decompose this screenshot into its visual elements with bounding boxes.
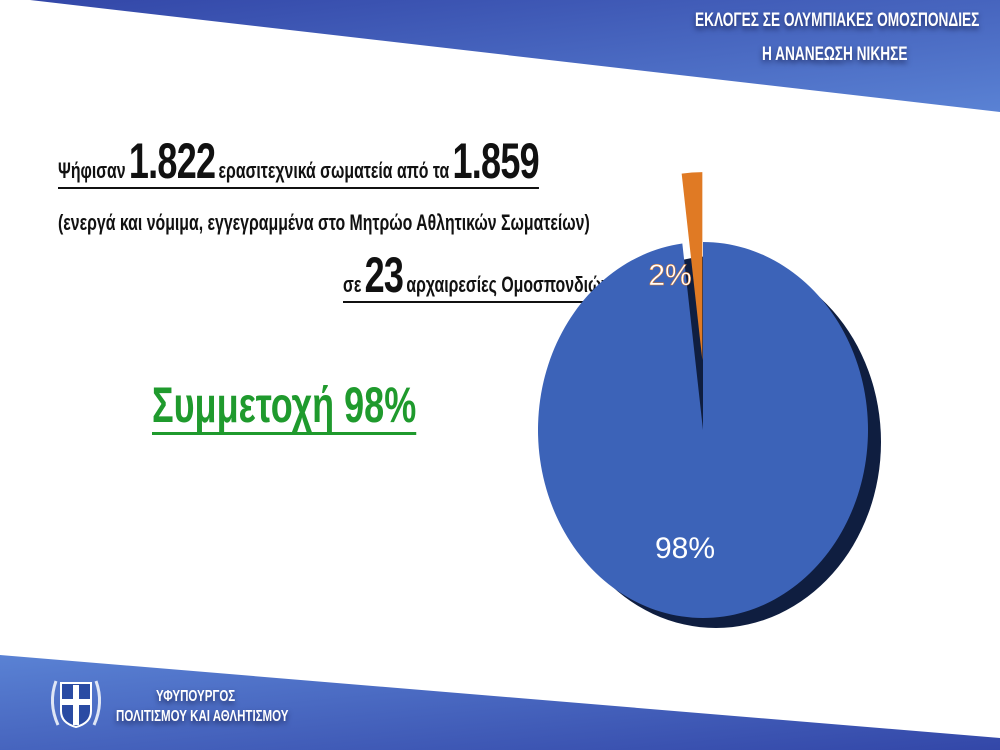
header-line-1: ΕΚΛΟΓΕΣ ΣΕ ΟΛΥΜΠΙΑΚΕΣ ΟΜΟΣΠΟΝΔΙΕΣ xyxy=(695,10,980,31)
pie-slice-98 xyxy=(538,242,869,618)
pie-slice-2 xyxy=(681,172,703,361)
slice-label-98: 98% xyxy=(655,532,715,565)
federations-line: σε 23 αρχαιρεσίες Ομοσπονδιών xyxy=(343,247,611,303)
slice-label-2: 2% xyxy=(648,259,691,292)
greek-coat-of-arms-icon xyxy=(51,680,101,729)
footer-line-2: ΠΟΛΙΤΙΣΜΟΥ ΚΑΙ ΑΘΛΗΤΙΣΜΟΥ xyxy=(116,708,289,725)
votes-line: Ψήφισαν 1.822 ερασιτεχνικά σωματεία από … xyxy=(58,133,540,189)
participation-highlight: Συμμετοχή 98% xyxy=(152,377,417,435)
footer-line-1: ΥΦΥΠΟΥΡΓΟΣ xyxy=(156,688,236,705)
top-band xyxy=(30,0,1000,112)
header-line-2: Η ΑΝΑΝΕΩΣΗ ΝΙΚΗΣΕ xyxy=(762,44,908,65)
registry-note: (ενεργά και νόμιμα, εγγεγραμμένα στο Μητ… xyxy=(58,210,590,235)
bottom-band xyxy=(0,655,1000,750)
